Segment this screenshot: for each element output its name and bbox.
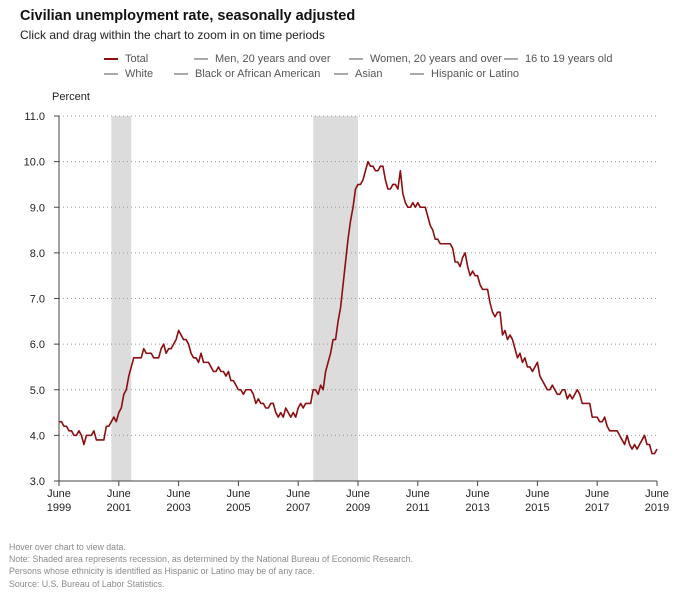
x-tick-label-month: June bbox=[107, 488, 131, 500]
chart-notes: Hover over chart to view data. Note: Sha… bbox=[9, 541, 413, 590]
legend-swatch-black bbox=[174, 72, 188, 75]
x-tick-label-month: June bbox=[645, 488, 669, 500]
legend: Total Men, 20 years and over Women, 20 y… bbox=[104, 51, 644, 81]
legend-label-teens: 16 to 19 years old bbox=[525, 52, 613, 65]
note-recession: Note: Shaded area represents recession, … bbox=[9, 554, 413, 565]
legend-row-1: Total Men, 20 years and over Women, 20 y… bbox=[104, 51, 644, 66]
x-tick-label-month: June bbox=[226, 488, 250, 500]
legend-item-women[interactable]: Women, 20 years and over bbox=[349, 53, 504, 65]
legend-swatch-men bbox=[194, 57, 208, 60]
y-tick-label: 9.0 bbox=[30, 202, 45, 214]
y-tick-label: 11.0 bbox=[24, 111, 45, 123]
x-tick-label-year: 2015 bbox=[525, 502, 549, 514]
x-tick-label-year: 2017 bbox=[585, 502, 609, 514]
legend-row-2: White Black or African American Asian Hi… bbox=[104, 66, 644, 81]
x-tick-label-month: June bbox=[406, 488, 430, 500]
legend-label-men: Men, 20 years and over bbox=[215, 52, 331, 65]
legend-swatch-white bbox=[104, 72, 118, 75]
x-tick-label-month: June bbox=[167, 488, 191, 500]
legend-item-teens[interactable]: 16 to 19 years old bbox=[504, 53, 612, 65]
legend-swatch-asian bbox=[334, 72, 348, 75]
recession-band-1 bbox=[111, 116, 132, 481]
y-tick-label: 10.0 bbox=[24, 157, 45, 169]
legend-label-hispanic: Hispanic or Latino bbox=[431, 67, 520, 80]
x-tick-label-year: 2011 bbox=[406, 502, 430, 514]
legend-item-hispanic[interactable]: Hispanic or Latino bbox=[410, 68, 519, 80]
x-tick-label-month: June bbox=[525, 488, 549, 500]
x-tick-label-year: 2019 bbox=[645, 502, 669, 514]
x-tick-label-year: 2005 bbox=[226, 502, 250, 514]
x-tick-label-year: 2007 bbox=[286, 502, 310, 514]
series-line-total bbox=[59, 160, 658, 455]
legend-label-white: White bbox=[125, 67, 154, 80]
legend-label-women: Women, 20 years and over bbox=[370, 52, 502, 65]
x-tick-label-year: 2009 bbox=[346, 502, 370, 514]
x-tick-label-year: 1999 bbox=[47, 502, 71, 514]
legend-swatch-total bbox=[104, 57, 118, 60]
legend-item-men[interactable]: Men, 20 years and over bbox=[194, 53, 349, 65]
legend-label-asian: Asian bbox=[355, 67, 383, 80]
note-source: Source: U.S. Bureau of Labor Statistics. bbox=[9, 578, 165, 589]
legend-label-total: Total bbox=[125, 52, 149, 65]
x-tick-label-month: June bbox=[585, 488, 609, 500]
y-tick-label: 7.0 bbox=[30, 294, 45, 306]
note-ethnicity: Persons whose ethnicity is identified as… bbox=[9, 566, 315, 577]
chart-title: Civilian unemployment rate, seasonally a… bbox=[20, 8, 356, 24]
chart-subtitle: Click and drag within the chart to zoom … bbox=[20, 28, 325, 42]
x-tick-label-year: 2003 bbox=[166, 502, 190, 514]
legend-item-asian[interactable]: Asian bbox=[334, 68, 410, 80]
y-axis-label: Percent bbox=[52, 91, 90, 103]
recession-shading-group bbox=[111, 116, 358, 481]
legend-swatch-hispanic bbox=[410, 72, 424, 75]
x-tick-label-month: June bbox=[286, 488, 310, 500]
legend-item-black[interactable]: Black or African American bbox=[174, 68, 334, 80]
note-hover: Hover over chart to view data. bbox=[9, 542, 126, 552]
y-tick-label: 6.0 bbox=[30, 339, 45, 351]
y-tick-label: 8.0 bbox=[30, 248, 45, 260]
legend-swatch-teens bbox=[504, 57, 518, 60]
y-tick-label: 5.0 bbox=[30, 385, 45, 397]
x-tick-label-month: June bbox=[346, 488, 370, 500]
legend-item-total[interactable]: Total bbox=[104, 53, 194, 65]
axes: 3.0 4.0 5.0 6.0 7.0 8.0 9.0 10.0 11.0 June 1999 Jun… bbox=[24, 111, 670, 514]
line-chart[interactable]: 3.0 4.0 5.0 6.0 7.0 8.0 9.0 10.0 11.0 June 1999 Jun… bbox=[0, 86, 677, 526]
legend-item-white[interactable]: White bbox=[104, 68, 174, 80]
x-tick-label-year: 2001 bbox=[107, 502, 131, 514]
legend-swatch-women bbox=[349, 57, 363, 60]
y-tick-label: 3.0 bbox=[30, 476, 45, 488]
x-tick-label-month: June bbox=[47, 488, 71, 500]
x-tick-label-year: 2013 bbox=[465, 502, 489, 514]
y-tick-label: 4.0 bbox=[30, 430, 45, 442]
legend-label-black: Black or African American bbox=[195, 67, 321, 80]
x-tick-label-month: June bbox=[466, 488, 490, 500]
series-lines bbox=[59, 160, 658, 455]
